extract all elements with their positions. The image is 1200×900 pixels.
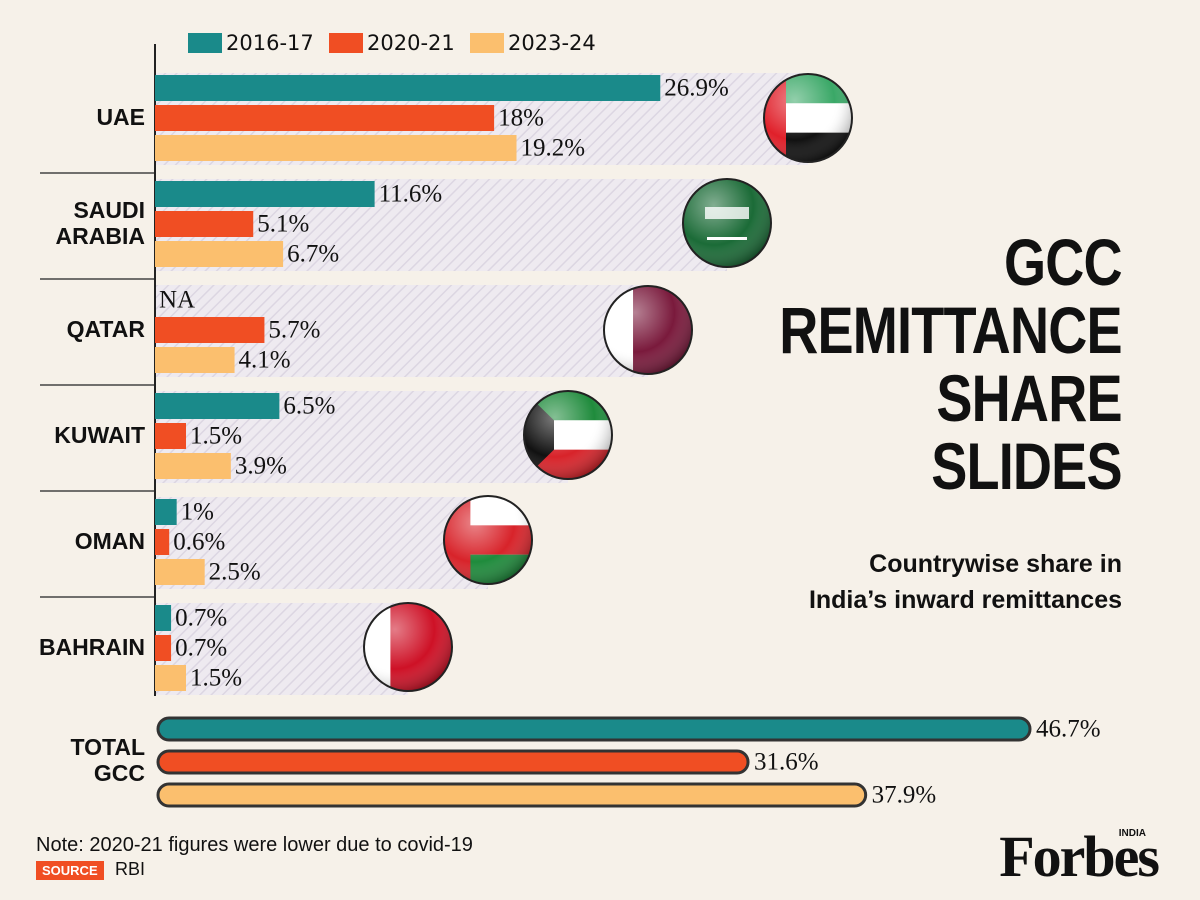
bar (155, 135, 517, 161)
title-line: GCC (1004, 225, 1123, 299)
title: GCC REMITTANCE SHARE SLIDES (779, 228, 1122, 500)
bar (155, 453, 231, 479)
value-label: 37.9% (872, 782, 937, 809)
total-bar (156, 782, 868, 808)
flag-gloss (604, 286, 692, 374)
value-label: 0.7% (175, 605, 227, 632)
bar (155, 211, 254, 237)
logo: Forbes (999, 824, 1160, 889)
subtitle: Countrywise share in India’s inward remi… (809, 546, 1122, 618)
bar (155, 105, 495, 131)
flag-gloss (524, 391, 612, 479)
bar (155, 499, 177, 525)
value-label: 11.6% (379, 181, 443, 208)
note: Note: 2020-21 figures were lower due to … (36, 834, 473, 856)
flag-rim (523, 390, 613, 480)
value-label: 26.9% (664, 75, 729, 102)
value-label: 6.7% (287, 241, 339, 268)
legend-label: 2020-21 (367, 31, 455, 55)
flag (523, 390, 613, 480)
title-line: SLIDES (931, 429, 1122, 503)
value-label: 5.7% (268, 317, 320, 344)
bar (155, 605, 172, 631)
category-label: QATAR (66, 316, 145, 342)
bar (155, 635, 172, 661)
logo-edition: INDIA (1118, 828, 1146, 839)
flag (363, 602, 453, 692)
legend-label: 2016-17 (226, 31, 314, 55)
value-label: 46.7% (1036, 716, 1101, 743)
group-band (155, 497, 488, 589)
flag-gloss (764, 74, 852, 162)
value-label: 1.5% (190, 665, 242, 692)
flag-rim (363, 602, 453, 692)
value-label: 0.6% (173, 529, 225, 556)
category-label: SAUDI ARABIA (55, 197, 145, 249)
title-line: REMITTANCE (779, 293, 1122, 367)
flag-rim (763, 73, 853, 163)
value-label: 19.2% (521, 135, 586, 162)
total-label: TOTAL GCC (70, 734, 145, 786)
flag-rim (603, 285, 693, 375)
bar (155, 423, 187, 449)
bar (155, 181, 375, 207)
value-label: 3.9% (235, 453, 287, 480)
total-bar (156, 749, 750, 775)
flag-gloss (683, 179, 771, 267)
category-label: BAHRAIN (38, 634, 145, 660)
category-label: UAE (96, 104, 145, 130)
value-label: 5.1% (257, 211, 309, 238)
bar (155, 665, 187, 691)
legend-swatch (470, 33, 504, 53)
legend-label: 2023-24 (508, 31, 596, 55)
bar (155, 559, 205, 585)
bar (155, 529, 170, 555)
legend-swatch (329, 33, 363, 53)
flag-rim (682, 178, 772, 268)
value-label: 4.1% (239, 347, 291, 374)
bar (155, 347, 235, 373)
flag (603, 285, 693, 375)
flag (763, 73, 853, 163)
value-label: 31.6% (754, 749, 819, 776)
total-bar (156, 716, 1032, 742)
bar (155, 241, 284, 267)
source-tag: SOURCE (36, 861, 104, 880)
value-label: 0.7% (175, 635, 227, 662)
value-label: 1.5% (190, 423, 242, 450)
bar (155, 393, 280, 419)
legend-swatch (188, 33, 222, 53)
subtitle-line: India’s inward remittances (808, 586, 1122, 614)
subtitle-line: Countrywise share in (869, 550, 1122, 578)
value-label: 18% (498, 105, 544, 132)
value-label: 1% (181, 499, 214, 526)
flag-rim (443, 495, 533, 585)
value-label: 6.5% (283, 393, 335, 420)
flag-gloss (364, 603, 452, 691)
category-label: KUWAIT (54, 422, 145, 448)
value-label: NA (159, 287, 195, 314)
category-label: OMAN (74, 528, 145, 554)
flag (443, 495, 533, 585)
source: RBI (115, 859, 146, 879)
title-line: SHARE (936, 361, 1123, 435)
value-label: 2.5% (209, 559, 261, 586)
flag (682, 178, 772, 268)
bar (155, 75, 661, 101)
bar (155, 317, 265, 343)
flag-gloss (444, 496, 532, 584)
